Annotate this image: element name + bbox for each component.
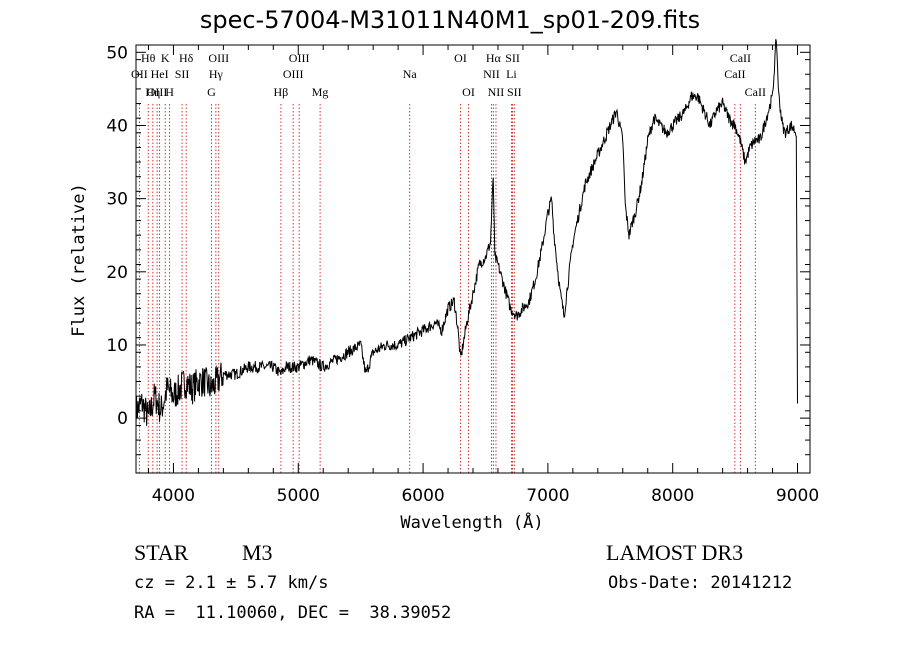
y-tick-label-1: 10 xyxy=(106,336,128,356)
line-label-4: H xyxy=(165,85,174,99)
obs-date: Obs-Date: 20141212 xyxy=(608,573,793,593)
line-label-19: Hα xyxy=(486,51,502,65)
line-label-24: SII xyxy=(507,85,522,99)
y-axis-label: Flux (relative) xyxy=(69,183,89,337)
object-class: STAR xyxy=(134,540,189,565)
line-label-23: Li xyxy=(506,67,517,81)
line-label-16: Na xyxy=(403,67,418,81)
y-tick-label-0: 0 xyxy=(117,409,128,429)
line-label-25: CaII xyxy=(724,67,745,81)
x-tick-label-3: 7000 xyxy=(526,486,569,506)
line-label-2: OIII xyxy=(147,85,168,99)
x-tick-label-0: 4000 xyxy=(152,486,195,506)
line-label-5: HeI xyxy=(151,67,169,81)
x-tick-label-4: 8000 xyxy=(651,486,694,506)
plot-frame xyxy=(135,44,811,474)
axes: 4000 5000 6000 7000 8000 9000 0 10 20 30 40 50 xyxy=(106,43,819,506)
line-label-15: Mg xyxy=(312,85,329,99)
x-tick-label-2: 6000 xyxy=(401,486,444,506)
y-tick-label-5: 50 xyxy=(106,43,128,63)
line-label-3: K xyxy=(161,51,170,65)
line-label-6: Hη xyxy=(145,85,160,99)
line-label-10: Hγ xyxy=(209,67,224,81)
line-label-13: OIII xyxy=(283,67,304,81)
line-label-26: CaII xyxy=(730,51,751,65)
line-label-0: Hθ xyxy=(141,51,156,65)
line-label-17: OI xyxy=(454,51,467,65)
y-tick-label-4: 40 xyxy=(106,116,128,136)
line-label-9: OIII xyxy=(208,51,229,65)
chart-title: spec-57004-M31011N40M1_sp01-209.fits xyxy=(199,6,701,34)
line-label-12: Hβ xyxy=(274,85,289,99)
redshift-info: cz = 2.1 ± 5.7 km/s xyxy=(134,573,329,593)
line-label-7: SII xyxy=(175,67,190,81)
line-label-14: OIII xyxy=(289,51,310,65)
line-label-18: OI xyxy=(462,85,475,99)
x-axis-label: Wavelength (Å) xyxy=(400,511,543,533)
y-tick-label-2: 20 xyxy=(106,263,128,283)
line-label-8: Hδ xyxy=(179,51,194,65)
line-label-11: G xyxy=(207,85,216,99)
object-subclass: M3 xyxy=(242,540,273,565)
line-label-20: NII xyxy=(483,67,500,81)
ra-dec: RA = 11.10060, DEC = 38.39052 xyxy=(134,603,452,623)
line-label-27: CaII xyxy=(745,85,766,99)
line-label-21: NII xyxy=(488,85,505,99)
y-tick-label-3: 30 xyxy=(106,190,128,210)
line-label-22: SII xyxy=(505,51,520,65)
survey-name: LAMOST DR3 xyxy=(606,540,744,565)
spectrum-line xyxy=(135,39,798,427)
x-tick-label-1: 5000 xyxy=(277,486,320,506)
x-tick-label-5: 9000 xyxy=(776,486,819,506)
